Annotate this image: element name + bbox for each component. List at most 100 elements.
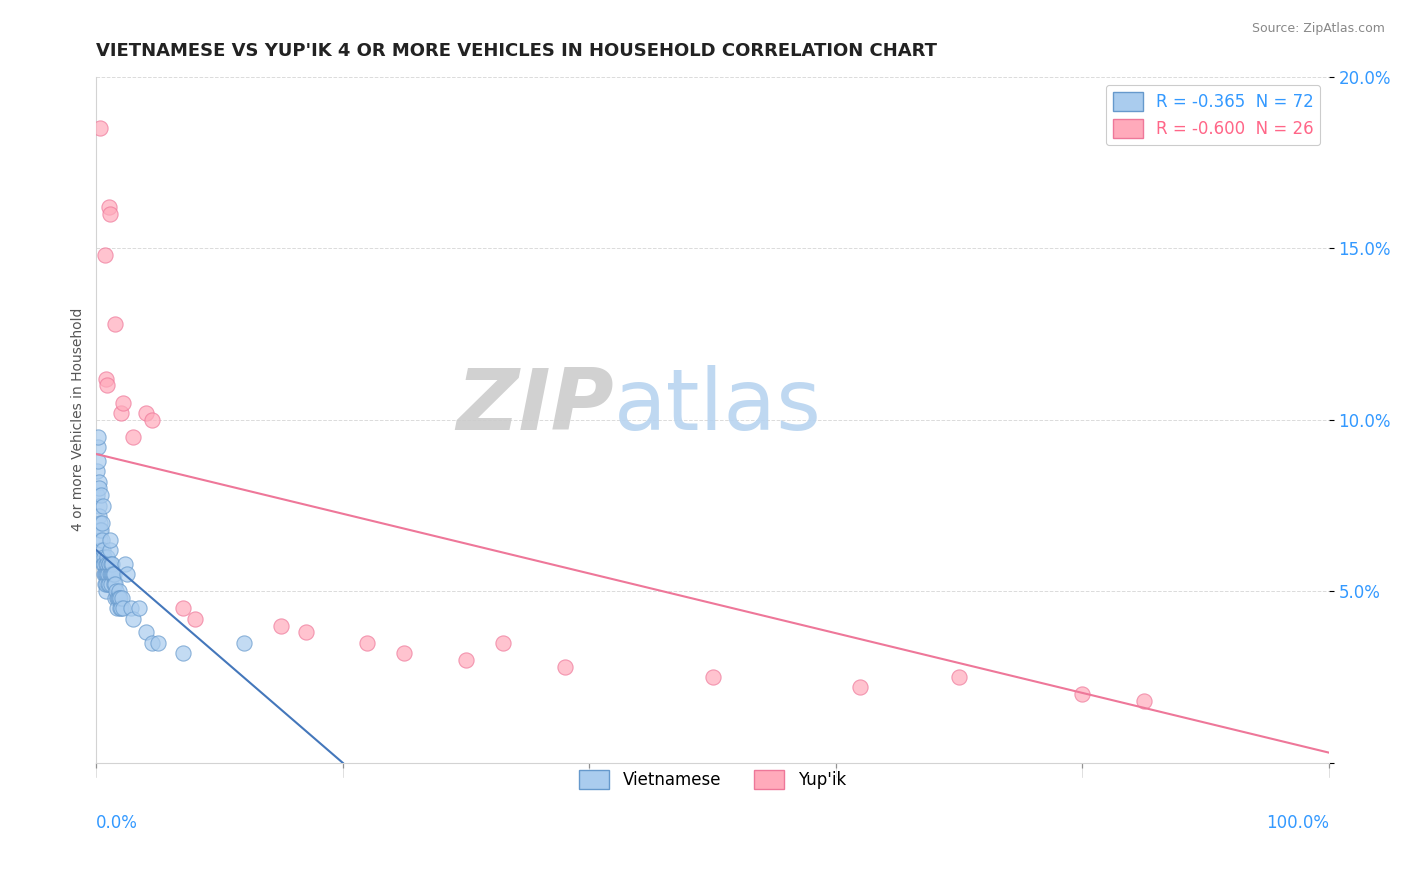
Point <box>554 660 576 674</box>
Point <box>100 577 122 591</box>
Point <box>89 121 111 136</box>
Point <box>104 591 127 606</box>
Point <box>128 601 150 615</box>
Text: VIETNAMESE VS YUP'IK 4 OR MORE VEHICLES IN HOUSEHOLD CORRELATION CHART: VIETNAMESE VS YUP'IK 4 OR MORE VEHICLES … <box>97 42 938 60</box>
Point <box>108 601 131 615</box>
Point <box>103 577 125 591</box>
Point <box>454 653 477 667</box>
Point <box>98 557 121 571</box>
Point <box>94 577 117 591</box>
Point <box>105 584 128 599</box>
Point <box>93 549 115 564</box>
Point <box>87 481 110 495</box>
Point <box>93 557 115 571</box>
Point <box>87 475 110 489</box>
Point <box>86 464 108 478</box>
Point <box>270 618 292 632</box>
Point <box>107 591 129 606</box>
Point <box>90 543 112 558</box>
Point <box>93 557 115 571</box>
Point <box>89 516 111 530</box>
Point <box>103 567 125 582</box>
Point <box>94 567 117 582</box>
Point <box>97 577 120 591</box>
Text: atlas: atlas <box>614 365 823 448</box>
Point <box>112 395 135 409</box>
Point <box>100 567 122 582</box>
Text: ZIP: ZIP <box>457 365 614 448</box>
Point <box>90 523 112 537</box>
Point <box>1133 694 1156 708</box>
Point <box>110 591 132 606</box>
Point <box>184 612 207 626</box>
Point <box>96 371 118 385</box>
Point <box>120 601 142 615</box>
Point <box>233 636 256 650</box>
Point <box>112 601 135 615</box>
Point <box>96 378 118 392</box>
Point <box>492 636 515 650</box>
Point <box>87 454 110 468</box>
Point <box>172 601 194 615</box>
Point <box>97 567 120 582</box>
Point <box>141 413 163 427</box>
Point <box>89 533 111 547</box>
Point <box>105 591 128 606</box>
Point <box>89 508 111 523</box>
Point <box>98 533 121 547</box>
Point <box>108 591 131 606</box>
Point <box>135 406 157 420</box>
Legend: Vietnamese, Yup'ik: Vietnamese, Yup'ik <box>572 764 852 796</box>
Point <box>111 591 134 606</box>
Point <box>89 523 111 537</box>
Point <box>97 557 120 571</box>
Point <box>98 567 121 582</box>
Point <box>104 577 127 591</box>
Point <box>115 567 138 582</box>
Point <box>98 543 121 558</box>
Point <box>86 440 108 454</box>
Point <box>90 516 112 530</box>
Y-axis label: 4 or more Vehicles in Household: 4 or more Vehicles in Household <box>72 308 86 532</box>
Text: Source: ZipAtlas.com: Source: ZipAtlas.com <box>1251 22 1385 36</box>
Point <box>146 636 169 650</box>
Point <box>948 670 970 684</box>
Point <box>87 430 110 444</box>
Point <box>110 601 132 615</box>
Point <box>93 567 115 582</box>
Point <box>87 499 110 513</box>
Point <box>1071 687 1094 701</box>
Point <box>107 584 129 599</box>
Point <box>94 567 117 582</box>
Point <box>96 557 118 571</box>
Point <box>101 567 124 582</box>
Point <box>172 646 194 660</box>
Point <box>135 625 157 640</box>
Point <box>122 612 145 626</box>
Point <box>122 430 145 444</box>
Point <box>96 577 118 591</box>
Point <box>97 577 120 591</box>
Point <box>94 584 117 599</box>
Point <box>94 248 117 262</box>
Point <box>101 557 124 571</box>
Point <box>105 601 128 615</box>
Point <box>114 557 136 571</box>
Point <box>90 488 112 502</box>
Point <box>86 488 108 502</box>
Point <box>96 549 118 564</box>
Point <box>110 406 132 420</box>
Point <box>91 543 114 558</box>
Point <box>295 625 318 640</box>
Point <box>394 646 416 660</box>
Text: 100.0%: 100.0% <box>1265 814 1329 832</box>
Point <box>104 317 127 331</box>
Point <box>849 681 872 695</box>
Point <box>96 567 118 582</box>
Point <box>96 557 118 571</box>
Point <box>100 557 122 571</box>
Point <box>90 533 112 547</box>
Point <box>91 499 114 513</box>
Point <box>97 200 120 214</box>
Point <box>91 549 114 564</box>
